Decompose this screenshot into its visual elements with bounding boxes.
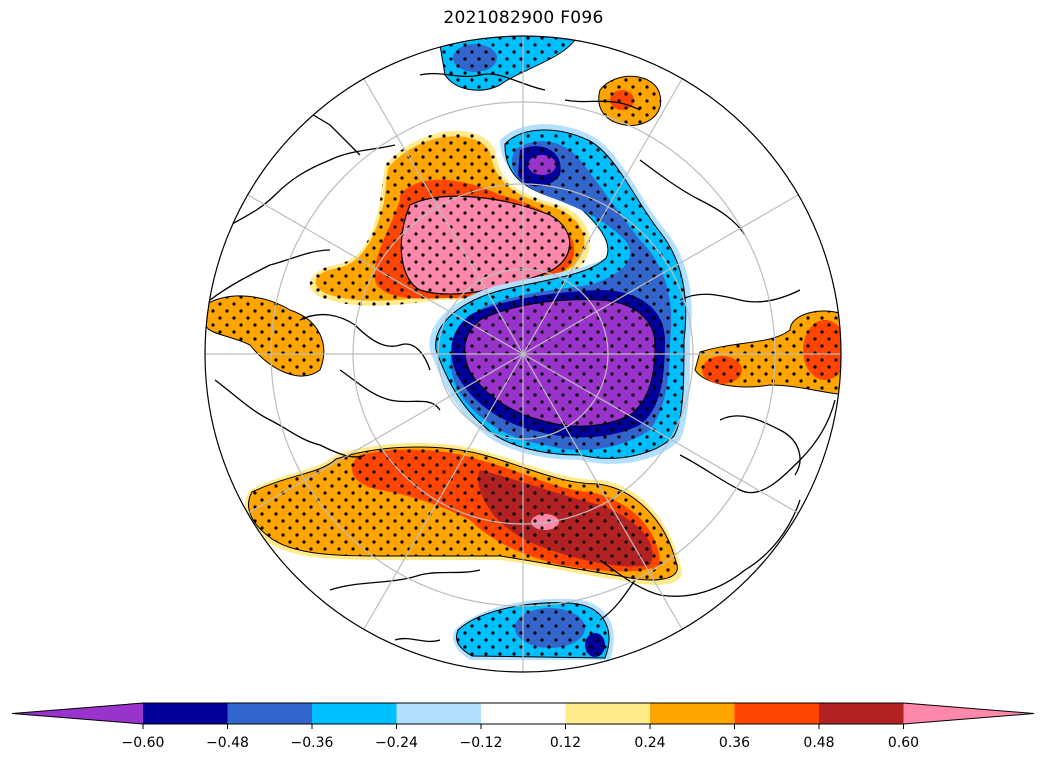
- graticule: [205, 36, 841, 672]
- colorbar-ticks: −0.60 −0.48 −0.36 −0.24 −0.12 0.12 0.24 0.36 0.4…: [122, 724, 919, 751]
- polar-map: [204, 35, 842, 673]
- colorbar-segment: [143, 703, 228, 724]
- colorbar-tick-label: 0.36: [719, 735, 750, 751]
- colorbar-extend-max: [903, 703, 1034, 724]
- colorbar-tick-label: −0.48: [206, 735, 249, 751]
- colorbar-tick-label: 0.48: [803, 735, 834, 751]
- colorbar-segment: [227, 703, 313, 724]
- colorbar-segment: [481, 703, 566, 724]
- colorbar-extend-min: [12, 703, 143, 724]
- colorbar-segments: [11, 702, 1035, 725]
- negative-anomaly-arctic: [429, 124, 692, 464]
- colorbar-tick-label: −0.36: [291, 735, 334, 751]
- positive-anomaly-canada: [205, 295, 325, 377]
- anomaly-field: [205, 36, 841, 672]
- colorbar-tick-label: 0.60: [888, 735, 919, 751]
- plot-title: 2021082900 F096: [443, 8, 604, 28]
- colorbar-segment: [565, 703, 651, 724]
- positive-anomaly-pacific: [598, 75, 662, 126]
- colorbar-tick-label: −0.60: [122, 735, 165, 751]
- colorbar-tick-label: 0.24: [634, 735, 665, 751]
- negative-anomaly-bottom: [453, 598, 614, 660]
- colorbar-tick-label: −0.24: [375, 735, 418, 751]
- colorbar-segment: [734, 703, 820, 724]
- globe-boundary: [204, 35, 842, 673]
- colorbar-segment: [396, 703, 482, 724]
- positive-anomaly-siberia: [694, 310, 841, 396]
- colorbar-tick-label: −0.12: [460, 735, 503, 751]
- colorbar-segment: [312, 703, 397, 724]
- colorbar-tick-label: 0.12: [550, 735, 581, 751]
- colorbar-segment: [819, 703, 904, 724]
- coastlines: [209, 72, 836, 643]
- colorbar-segment: [650, 703, 735, 724]
